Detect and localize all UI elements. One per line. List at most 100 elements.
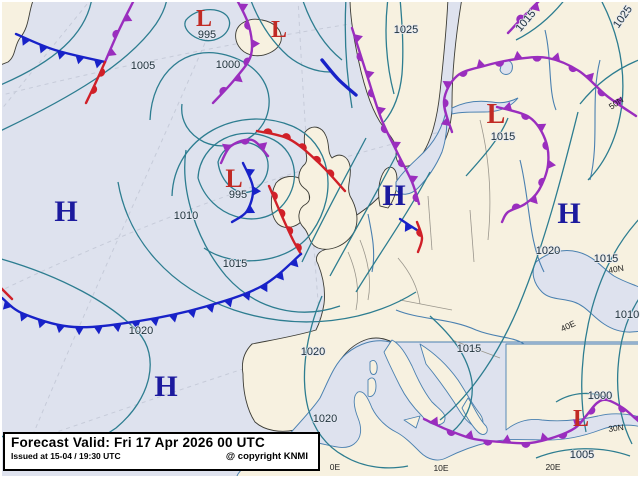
border-layer — [347, 119, 501, 359]
isobar-layer — [2, 2, 638, 469]
cold-front-marker — [245, 168, 256, 178]
occluded-front-marker — [429, 416, 439, 426]
river-danube — [395, 309, 525, 345]
cold-front-marker — [187, 309, 197, 319]
occluded-front-marker — [376, 106, 386, 116]
occluded-front-marker — [587, 406, 596, 415]
occluded-front-marker — [530, 2, 540, 12]
cold-front-germany — [398, 217, 419, 232]
cold-front-marker — [39, 44, 48, 54]
occluded-front-marker — [442, 81, 452, 90]
cold-front-northwest — [14, 32, 107, 64]
occluded-front-iceland — [211, 2, 254, 105]
warm-front-marker — [98, 67, 106, 77]
occluded-front-marker — [107, 47, 117, 57]
occluded-front-marker — [494, 61, 505, 67]
cold-front-marker — [223, 298, 233, 308]
occluded-front-marker — [542, 140, 548, 151]
issued-text: Issued at 15-04 / 19:30 UTC — [11, 451, 121, 461]
occluded-front-marker — [353, 34, 363, 43]
occluded-front-marker — [258, 142, 268, 151]
occluded-front-marker — [511, 203, 521, 210]
warm-front-marker — [263, 128, 273, 134]
occluded-front-marker — [538, 177, 545, 187]
cold-front-marker — [241, 291, 251, 301]
occluded-front-norway — [350, 26, 421, 206]
occluded-front-marker — [251, 39, 261, 49]
cold-front-marker — [94, 59, 104, 69]
occluded-front-marker — [532, 57, 542, 62]
warm-front-marker — [281, 133, 291, 140]
occluded-front-marker — [633, 415, 638, 421]
occluded-front-marker — [503, 101, 513, 111]
cold-front-marker — [55, 324, 65, 334]
occluded-front-marker — [601, 391, 611, 401]
warm-front-marker — [312, 155, 321, 164]
cold-front-marker — [275, 271, 284, 281]
black-sea — [532, 249, 638, 333]
occluded-front-marker — [443, 98, 449, 108]
front-layer — [2, 2, 638, 448]
occluded-front-marker — [502, 434, 512, 443]
warm-front-marker — [90, 85, 98, 94]
cold-front-marker — [2, 300, 12, 310]
occluded-front-marker — [573, 419, 583, 429]
coast-turkey — [505, 343, 638, 431]
cold-front-marker — [205, 303, 215, 313]
occluded-front-marker — [412, 193, 419, 203]
cold-front-marker — [404, 222, 414, 232]
occluded-front-marker — [613, 96, 622, 107]
cold-front-marker — [259, 282, 268, 293]
warm-front-marker — [416, 227, 423, 237]
cold-front-marker — [74, 327, 84, 336]
forecast-valid-text: Forecast Valid: Fri 17 Apr 2026 00 UTC — [11, 435, 265, 450]
occluded-front-africa — [422, 398, 638, 445]
occluded-front-marker — [540, 432, 549, 442]
occluded-front-marker — [537, 123, 547, 132]
coast-greenland — [2, 2, 34, 65]
occluded-front-northeast — [506, 2, 540, 35]
cold-front-marker — [112, 323, 122, 333]
occluded-front-marker — [528, 195, 538, 205]
occluded-front-marker — [551, 52, 561, 62]
occluded-front-marker — [547, 159, 557, 169]
warm-front-germany — [415, 220, 424, 254]
occluded-front-marker — [597, 88, 606, 97]
occluded-front-marker — [440, 117, 450, 126]
occluded-front-marker — [464, 430, 474, 440]
island-sardinia — [367, 377, 377, 397]
warm-front-marker — [294, 243, 302, 252]
warm-front-marker — [298, 143, 307, 151]
cold-front-marker — [252, 186, 262, 196]
occluded-front-marker — [356, 52, 363, 62]
trough-norwegian-sea — [320, 58, 358, 97]
occluded-front-marker — [112, 29, 119, 39]
cold-front-marker — [37, 319, 47, 329]
peninsula-layer — [236, 339, 638, 476]
copyright-text: @ copyright KNMI — [225, 451, 308, 462]
cold-front-marker — [93, 326, 103, 335]
occluded-front-marker — [219, 86, 228, 95]
coast-greece — [461, 397, 488, 435]
occluded-front-marker — [568, 65, 578, 73]
cold-front-marker — [168, 313, 178, 323]
river-volga — [589, 59, 601, 181]
island-sicily — [403, 415, 421, 429]
occluded-front-marker — [513, 50, 523, 60]
warm-front-marker — [271, 191, 278, 201]
cold-front-marker — [19, 312, 29, 322]
forecast-info-box: Forecast Valid: Fri 17 Apr 2026 00 UTC I… — [3, 432, 320, 471]
river-dnieper — [519, 159, 545, 273]
river-layer — [367, 29, 601, 345]
occluded-front-marker — [458, 70, 468, 77]
coast-italy — [383, 339, 446, 426]
occluded-front-marker — [397, 158, 405, 168]
occluded-front-marker — [558, 432, 568, 439]
warm-front-northwest — [84, 60, 107, 105]
occluded-front-marker — [585, 72, 594, 82]
cold-front-marker — [245, 205, 256, 214]
occluded-front-marker — [516, 14, 525, 23]
cold-front-ireland-low — [230, 161, 255, 224]
